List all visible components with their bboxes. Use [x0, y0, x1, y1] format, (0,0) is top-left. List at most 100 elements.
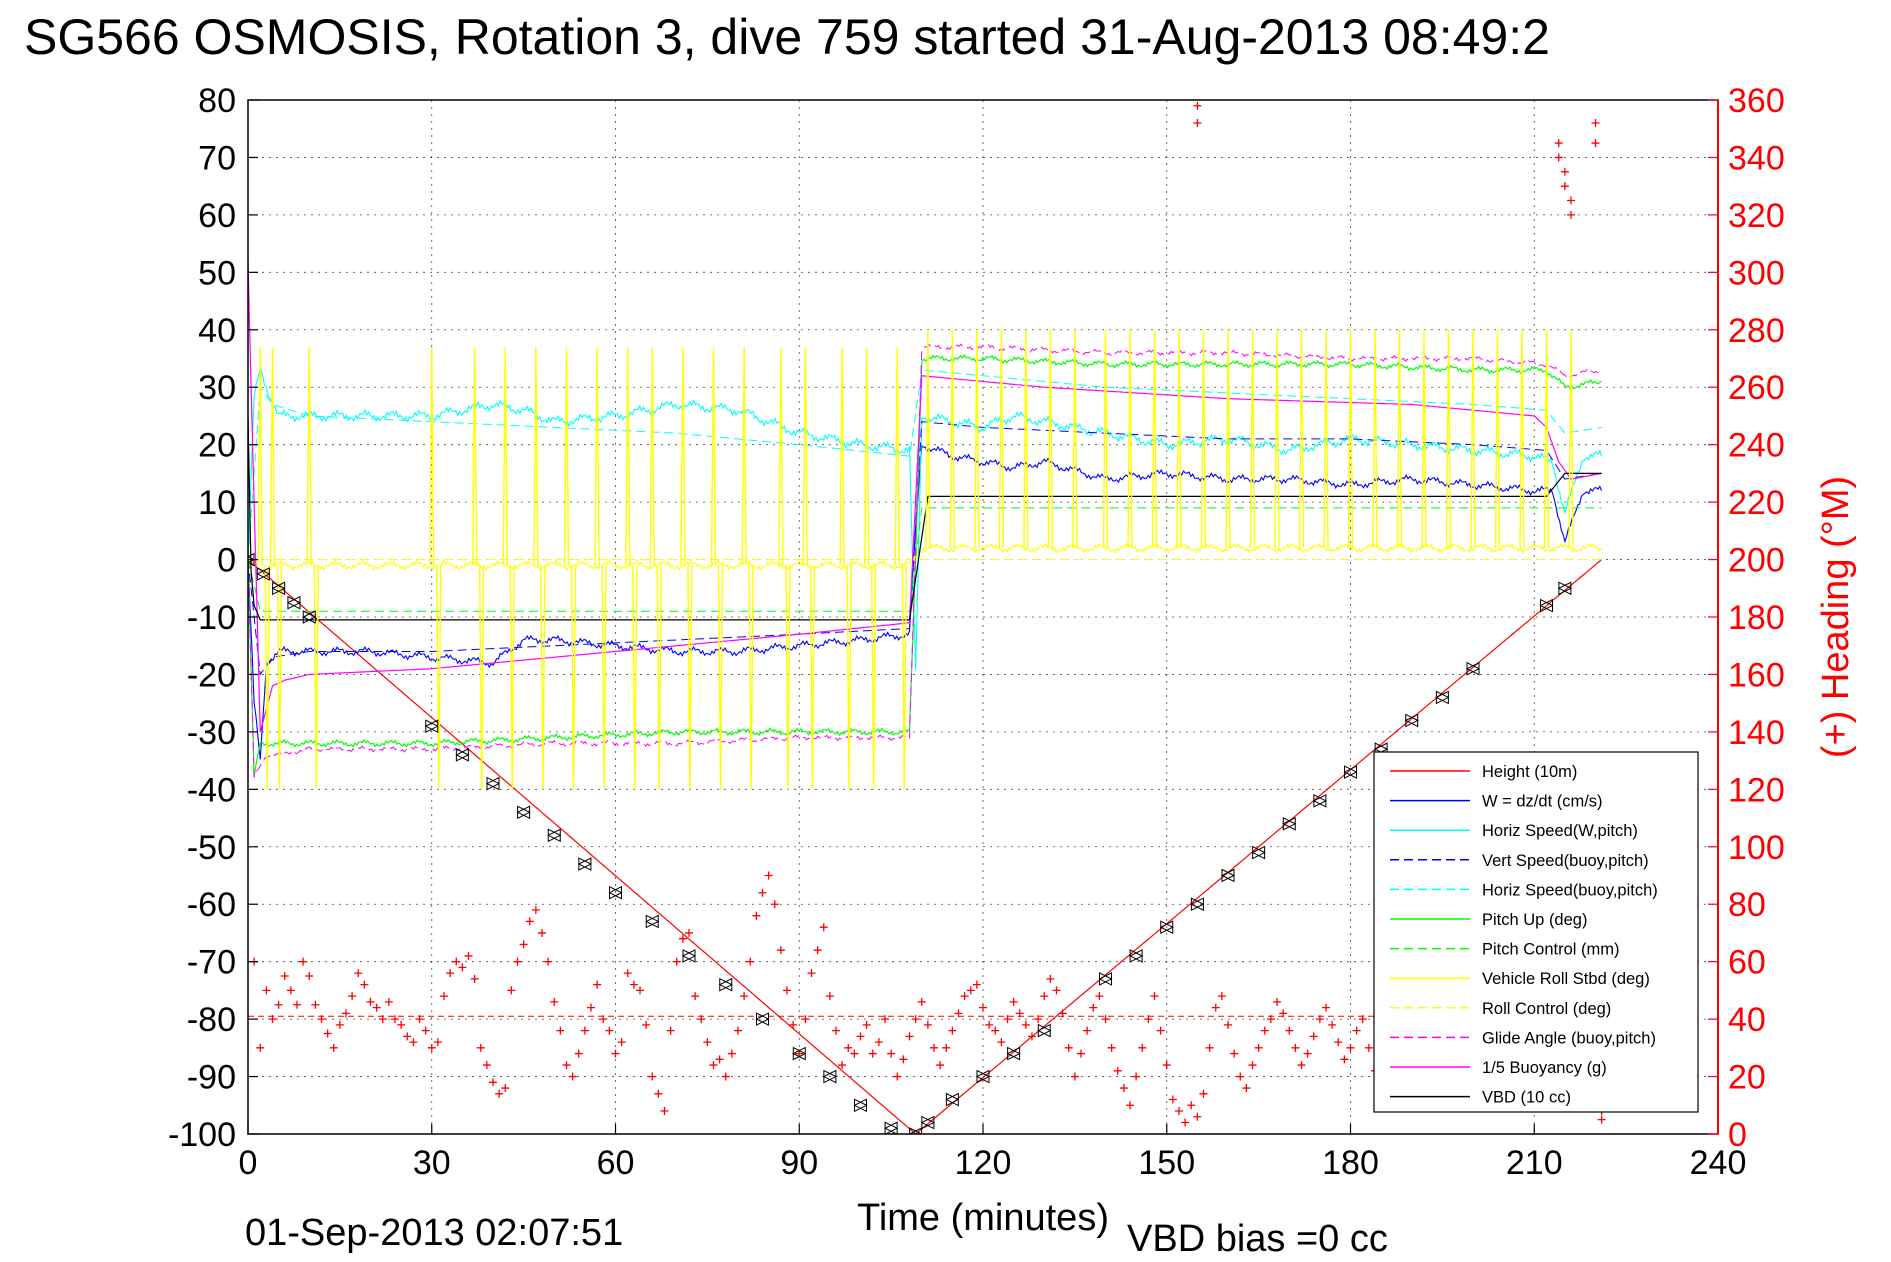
x-tick-label: 120 — [955, 1144, 1012, 1182]
roll-spike-up — [1494, 329, 1501, 549]
y-tick-label: 60 — [198, 197, 236, 235]
height-sample-marker — [256, 567, 271, 581]
roll-spike-up — [710, 347, 717, 566]
roll-spike-up — [974, 329, 980, 549]
marker-left-triangle — [1098, 972, 1112, 986]
height-sample-marker — [455, 748, 470, 762]
y-tick-label: -50 — [187, 829, 236, 867]
marker-left-triangle — [884, 1121, 898, 1134]
legend-item-label: VBD (10 cc) — [1482, 1089, 1571, 1107]
roll-spike-up — [1151, 329, 1158, 549]
roll-spike-down — [785, 565, 791, 790]
height-sample-marker — [645, 914, 660, 929]
marker-left-triangle — [1006, 1046, 1021, 1061]
y2-tick-label: 80 — [1728, 886, 1766, 924]
marker-left-triangle — [516, 805, 531, 820]
y2-tick-label: 220 — [1728, 484, 1785, 522]
height-sample-marker — [920, 1115, 935, 1130]
height-sample-marker — [884, 1121, 899, 1134]
height-sample-marker — [1006, 1046, 1021, 1061]
marker-left-triangle — [920, 1115, 935, 1130]
y2-axis-ticks: 3603403203002802602402202001801601401201… — [1708, 82, 1785, 1154]
legend-item-label: Horiz Speed(W,pitch) — [1482, 822, 1638, 840]
y-tick-label: 40 — [198, 312, 236, 350]
x-tick-label: 210 — [1506, 1144, 1563, 1182]
roll-spike-up — [1047, 329, 1054, 549]
roll-spike-up — [1568, 329, 1574, 549]
roll-spike-down — [570, 565, 577, 790]
y-axis-ticks: 80 70 60 50 40 30 20 10 0 -10 -20 -30 -40 -50 -60 -70 -8… — [168, 82, 258, 1154]
y2-tick-label: 0 — [1728, 1116, 1747, 1154]
y-tick-label: -70 — [187, 944, 236, 982]
y-tick-label: 10 — [198, 484, 236, 522]
height-sample-marker — [1465, 661, 1481, 676]
marker-left-triangle — [975, 1069, 990, 1084]
marker-left-triangle — [1037, 1023, 1051, 1038]
roll-spike-up — [594, 347, 600, 566]
marker-left-triangle — [256, 567, 270, 581]
y2-tick-label: 140 — [1728, 714, 1785, 752]
roll-spike-up — [894, 347, 900, 566]
roll-spike-up — [1249, 329, 1256, 549]
roll-spike-up — [257, 347, 263, 566]
marker-left-triangle — [1312, 794, 1327, 808]
y-tick-label: -80 — [187, 1001, 236, 1039]
roll-spike-up — [1347, 329, 1354, 549]
x-axis-label: Time (minutes) — [857, 1197, 1109, 1239]
y2-tick-label: 240 — [1728, 427, 1785, 465]
height-sample-marker — [908, 1127, 923, 1134]
y-tick-label: -30 — [187, 714, 236, 752]
marker-left-triangle — [1159, 920, 1174, 935]
height-sample-marker — [302, 610, 317, 624]
roll-spike-up — [863, 347, 870, 566]
legend-item-label: Height (10m) — [1482, 763, 1577, 781]
marker-left-triangle — [1343, 765, 1357, 779]
y2-tick-label: 20 — [1728, 1059, 1766, 1097]
marker-left-triangle — [822, 1069, 837, 1084]
marker-left-triangle — [1251, 845, 1266, 860]
marker-left-triangle — [908, 1127, 923, 1134]
grid — [248, 100, 1718, 1134]
roll-spike-up — [1225, 329, 1231, 549]
roll-spike-up — [625, 347, 631, 566]
height-sample-marker — [1098, 972, 1113, 986]
marker-left-triangle — [424, 719, 439, 733]
x-tick-label: 240 — [1690, 1144, 1747, 1182]
marker-left-triangle — [1129, 949, 1143, 963]
marker-left-triangle — [547, 828, 561, 843]
roll-spike-up — [1200, 329, 1207, 549]
legend-item-label: Vert Speed(buoy,pitch) — [1482, 852, 1649, 870]
x-axis-ticks: 0 30 60 90 120 150 180 210 240 — [239, 1124, 1747, 1182]
y-tick-label: 20 — [198, 427, 236, 465]
legend-box — [1373, 751, 1699, 1113]
roll-spike-up — [925, 329, 931, 549]
roll-spike-down — [846, 565, 852, 790]
roll-spike-up — [533, 347, 539, 566]
marker-left-triangle — [1557, 581, 1572, 596]
height-sample-marker — [1539, 598, 1554, 613]
height-sample-marker — [718, 977, 733, 992]
roll-spike-down — [656, 565, 662, 790]
roll-spike-down — [870, 565, 877, 790]
height-sample-marker — [1159, 920, 1174, 935]
marker-left-triangle — [271, 581, 286, 596]
roll-spike-down — [717, 565, 724, 790]
roll-spike-up — [269, 347, 276, 566]
x-tick-label: 90 — [780, 1144, 818, 1182]
height-sample-marker — [792, 1046, 807, 1061]
marker-left-triangle — [302, 610, 316, 624]
roll-spike-up — [1519, 329, 1525, 549]
marker-left-triangle — [718, 977, 733, 992]
marker-left-triangle — [755, 1012, 769, 1026]
roll-spike-up — [949, 329, 956, 549]
height-sample-marker — [1435, 690, 1450, 705]
marker-left-triangle — [853, 1098, 867, 1113]
y2-tick-label: 300 — [1728, 254, 1785, 292]
roll-spike-up — [563, 347, 570, 566]
y-tick-label: -10 — [187, 599, 236, 637]
chart-title: SG566 OSMOSIS, Rotation 3, dive 759 star… — [24, 9, 1550, 65]
roll-spike-up — [1543, 329, 1550, 549]
roll-spike-up — [680, 347, 686, 566]
roll-spike-down — [687, 565, 693, 790]
height-sample-marker — [1190, 897, 1205, 912]
